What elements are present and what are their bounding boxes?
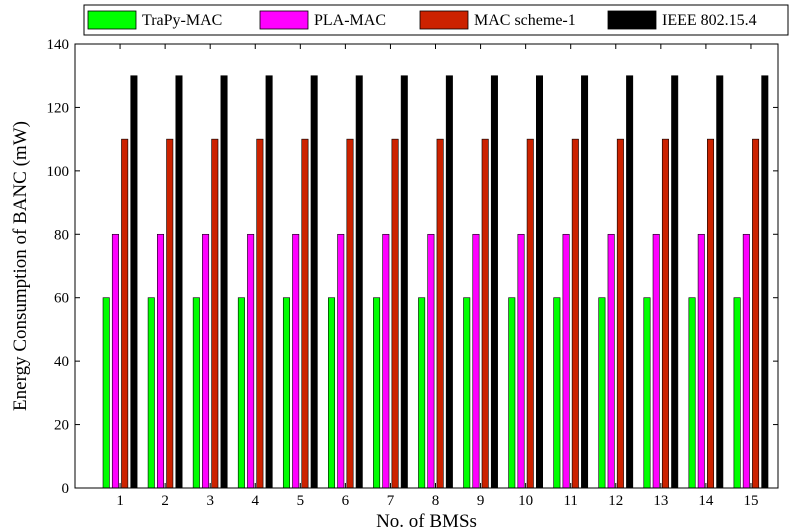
- legend-swatch-ieee-802-15-4: [607, 10, 657, 30]
- bar-ieee-802-15-4-1: [130, 75, 138, 489]
- bar-pla-mac-3: [202, 233, 210, 489]
- bar-trapy-mac-13: [643, 297, 651, 489]
- bar-mac-scheme-1-2: [166, 138, 174, 489]
- bar-trapy-mac-7: [373, 297, 381, 489]
- x-tick-label: 11: [563, 493, 577, 509]
- x-tick-label: 15: [743, 493, 758, 509]
- bar-trapy-mac-6: [328, 297, 336, 489]
- bar-trapy-mac-11: [553, 297, 561, 489]
- x-tick-label: 1: [116, 493, 124, 509]
- bar-pla-mac-1: [111, 233, 119, 489]
- bar-pla-mac-9: [472, 233, 480, 489]
- bar-ieee-802-15-4-14: [716, 75, 724, 489]
- bar-ieee-802-15-4-4: [265, 75, 273, 489]
- legend-swatch-mac-scheme-1: [419, 10, 469, 30]
- legend-swatch-trapy-mac: [87, 10, 137, 30]
- bar-pla-mac-13: [652, 233, 660, 489]
- x-tick-label: 4: [252, 493, 260, 509]
- bar-mac-scheme-1-7: [391, 138, 399, 489]
- x-tick-label: 3: [206, 493, 214, 509]
- bar-pla-mac-8: [427, 233, 435, 489]
- plot-area-frame: [74, 43, 779, 489]
- bar-ieee-802-15-4-5: [310, 75, 318, 489]
- bar-ieee-802-15-4-12: [626, 75, 634, 489]
- bar-mac-scheme-1-1: [121, 138, 129, 489]
- x-tick-label: 8: [432, 493, 440, 509]
- x-tick-label: 2: [161, 493, 169, 509]
- bar-ieee-802-15-4-9: [490, 75, 498, 489]
- bar-trapy-mac-1: [102, 297, 110, 489]
- y-tick-label: 140: [47, 37, 70, 53]
- bar-mac-scheme-1-5: [301, 138, 309, 489]
- bar-ieee-802-15-4-8: [445, 75, 453, 489]
- y-tick-label: 0: [62, 481, 70, 497]
- bar-ieee-802-15-4-10: [535, 75, 543, 489]
- bar-pla-mac-4: [247, 233, 255, 489]
- bar-trapy-mac-15: [733, 297, 741, 489]
- bar-ieee-802-15-4-2: [175, 75, 183, 489]
- x-tick-label: 6: [342, 493, 350, 509]
- bar-pla-mac-14: [697, 233, 705, 489]
- x-tick-label: 10: [518, 493, 533, 509]
- y-tick-label: 60: [54, 291, 69, 307]
- bars-layer: [102, 75, 769, 489]
- bar-mac-scheme-1-14: [707, 138, 715, 489]
- bar-pla-mac-12: [607, 233, 615, 489]
- bar-trapy-mac-3: [192, 297, 200, 489]
- bar-mac-scheme-1-10: [526, 138, 534, 489]
- bar-trapy-mac-5: [282, 297, 290, 489]
- bar-trapy-mac-9: [463, 297, 471, 489]
- bar-pla-mac-5: [292, 233, 300, 489]
- bar-trapy-mac-4: [237, 297, 245, 489]
- bar-mac-scheme-1-12: [616, 138, 624, 489]
- x-tick-label: 5: [297, 493, 305, 509]
- bar-ieee-802-15-4-15: [761, 75, 769, 489]
- bar-mac-scheme-1-4: [256, 138, 264, 489]
- bar-trapy-mac-10: [508, 297, 516, 489]
- bar-pla-mac-2: [157, 233, 165, 489]
- bar-mac-scheme-1-9: [481, 138, 489, 489]
- x-axis-title: No. of BMSs: [376, 511, 477, 531]
- bar-trapy-mac-12: [598, 297, 606, 489]
- bar-pla-mac-10: [517, 233, 525, 489]
- bar-ieee-802-15-4-13: [671, 75, 679, 489]
- x-tick-label: 9: [477, 493, 485, 509]
- bar-pla-mac-11: [562, 233, 570, 489]
- x-tick-label: 7: [387, 493, 395, 509]
- bar-mac-scheme-1-6: [346, 138, 354, 489]
- bar-pla-mac-6: [337, 233, 345, 489]
- bar-mac-scheme-1-13: [661, 138, 669, 489]
- bar-pla-mac-15: [742, 233, 750, 489]
- legend-label-ieee-802-15-4: IEEE 802.15.4: [662, 12, 757, 29]
- bar-mac-scheme-1-15: [752, 138, 760, 489]
- y-tick-label: 80: [54, 227, 69, 243]
- bar-trapy-mac-2: [147, 297, 155, 489]
- y-tick-label: 40: [54, 354, 69, 370]
- bar-ieee-802-15-4-6: [355, 75, 363, 489]
- bar-ieee-802-15-4-11: [581, 75, 589, 489]
- bar-pla-mac-7: [382, 233, 390, 489]
- bar-mac-scheme-1-8: [436, 138, 444, 489]
- bar-mac-scheme-1-11: [571, 138, 579, 489]
- y-tick-label: 20: [54, 418, 69, 434]
- y-tick-label: 100: [47, 164, 70, 180]
- legend-label-trapy-mac: TraPy-MAC: [142, 12, 222, 29]
- legend-label-pla-mac: PLA-MAC: [314, 12, 386, 29]
- bar-trapy-mac-8: [418, 297, 426, 489]
- legend-swatch-pla-mac: [259, 10, 309, 30]
- legend-label-mac-scheme-1: MAC scheme-1: [474, 12, 576, 29]
- y-axis-title: Energy Consumption of BANC (mW): [10, 121, 31, 411]
- bar-ieee-802-15-4-7: [400, 75, 408, 489]
- x-tick-label: 14: [698, 493, 714, 509]
- legend: TraPy-MAC PLA-MAC MAC scheme-1 IEEE 802.15.…: [83, 4, 789, 36]
- y-tick-label: 120: [47, 100, 70, 116]
- bar-ieee-802-15-4-3: [220, 75, 228, 489]
- x-tick-label: 12: [608, 493, 623, 509]
- x-tick-label: 13: [653, 493, 668, 509]
- bar-mac-scheme-1-3: [211, 138, 219, 489]
- bar-trapy-mac-14: [688, 297, 696, 489]
